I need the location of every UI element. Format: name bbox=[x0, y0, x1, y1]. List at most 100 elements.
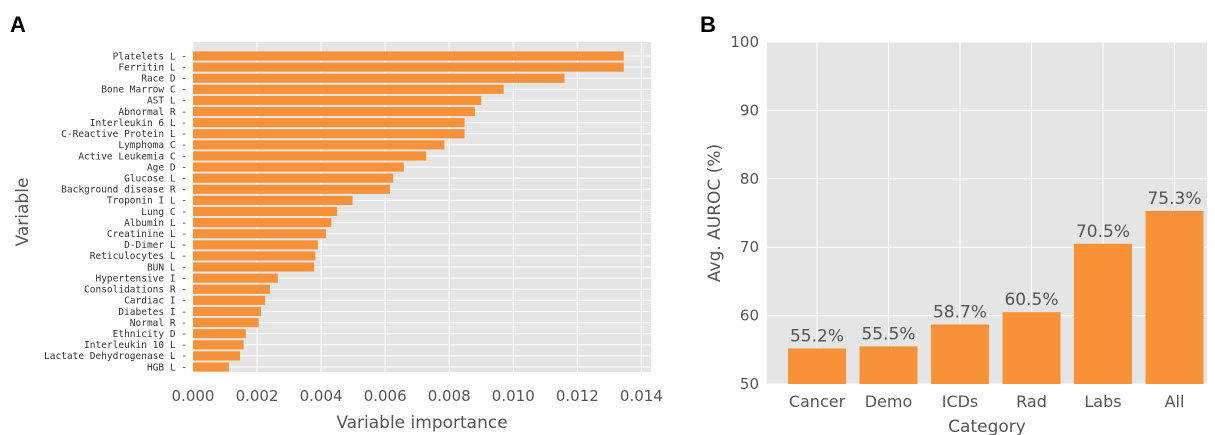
panel-a-bar bbox=[193, 162, 404, 172]
panel-a-category-label: Glucose L - bbox=[124, 173, 187, 184]
panel-a-category-label: Abnormal R - bbox=[118, 107, 187, 118]
panel-a-category-label: BUN L - bbox=[147, 262, 187, 273]
panel-a-x-tick-label: 0.002 bbox=[236, 387, 279, 405]
panel-b-data-label: 70.5% bbox=[1076, 222, 1130, 242]
panel-a-bar bbox=[193, 240, 318, 250]
panel-a-bar bbox=[193, 62, 624, 72]
panel-a-category-label: Albumin L - bbox=[124, 218, 187, 229]
panel-a-x-tick-labels: 0.000 0.002 0.004 0.006 0.008 0.010 0.012 0.014 bbox=[172, 387, 663, 405]
panel-a-category-label: Lymphoma C - bbox=[118, 140, 187, 151]
panel-a-category-label: Hypertensive I - bbox=[95, 273, 187, 284]
panel-a-bar bbox=[193, 329, 246, 339]
panel-b-bar bbox=[1074, 243, 1132, 384]
panel-a-category-labels: Platelets L -Ferritin L -Race D -Bone Ma… bbox=[44, 51, 187, 373]
panel-b-letter: B bbox=[700, 12, 716, 37]
panel-b-x-tick-label: All bbox=[1165, 392, 1185, 411]
panel-a-category-label: Interleukin 10 L - bbox=[84, 340, 187, 351]
panel-a-category-label: Age D - bbox=[147, 162, 187, 173]
panel-b-data-label: 55.2% bbox=[790, 326, 844, 346]
panel-b-data-labels: 55.2% 55.5% 58.7% 60.5% 70.5% 75.3% bbox=[790, 189, 1202, 346]
panel-b-x-tick-label: Rad bbox=[1016, 392, 1047, 411]
panel-a-bar bbox=[193, 206, 338, 217]
panel-a-category-label: Consolidations R - bbox=[84, 285, 187, 296]
panel-a-category-label: Lung C - bbox=[141, 207, 187, 218]
panel-b-x-tick-label: Labs bbox=[1084, 392, 1121, 411]
panel-b-x-axis-title: Category bbox=[948, 417, 1026, 435]
panel-b-bar bbox=[931, 324, 989, 384]
panel-a-category-label: Platelets L - bbox=[113, 51, 187, 62]
panel-a-bars bbox=[193, 51, 624, 372]
panel-a-category-label: Active Leukemia C - bbox=[78, 151, 187, 162]
panel-a-category-label: Ferritin L - bbox=[118, 62, 187, 73]
panel-b-y-axis-title: Avg. AUROC (%) bbox=[705, 144, 725, 282]
panel-a-bar bbox=[193, 184, 390, 194]
panel-b-x-tick-label: Demo bbox=[865, 392, 913, 411]
panel-a-category-label: Troponin I L - bbox=[107, 196, 187, 207]
panel-a-bar bbox=[193, 318, 259, 328]
panel-a-bar bbox=[193, 284, 270, 294]
panel-a-category-label: Bone Marrow C - bbox=[101, 85, 187, 96]
panel-a-bar bbox=[193, 118, 465, 128]
panel-a-bar bbox=[193, 73, 565, 83]
panel-a-bar bbox=[193, 340, 244, 350]
panel-b-y-tick-label: 50 bbox=[740, 375, 759, 393]
panel-a-category-label: C-Reactive Protein L - bbox=[61, 129, 187, 140]
panel-a-x-tick-label: 0.008 bbox=[428, 387, 471, 405]
panel-a-bar bbox=[193, 218, 332, 228]
panel-b-chart: 55.2% 55.5% 58.7% 60.5% 70.5% 75.3% 50 60 70 80 9… bbox=[705, 33, 1207, 435]
panel-b-x-tick-labels: Cancer Demo ICDs Rad Labs All bbox=[789, 392, 1185, 411]
panel-a-bar bbox=[193, 273, 278, 283]
panel-a-bar bbox=[193, 95, 482, 105]
panel-b-y-tick-label: 90 bbox=[740, 101, 759, 119]
panel-b-x-tick-label: Cancer bbox=[789, 392, 846, 411]
panel-a-x-axis-title: Variable importance bbox=[336, 413, 507, 433]
panel-a-x-tick-label: 0.012 bbox=[556, 387, 599, 405]
panel-a-x-tick-label: 0.004 bbox=[300, 387, 343, 405]
panel-b-y-tick-label: 70 bbox=[740, 238, 759, 256]
panel-b-bar bbox=[859, 346, 918, 384]
panel-a-category-label: Reticulocytes L - bbox=[90, 251, 187, 262]
panel-a-category-label: D-Dimer L - bbox=[124, 240, 187, 251]
panel-a-bar bbox=[193, 173, 394, 183]
panel-a-category-label: Background disease R - bbox=[61, 185, 187, 196]
panel-a-category-label: Lactate Dehydrogenase L - bbox=[44, 351, 187, 362]
panel-a-x-tick-label: 0.010 bbox=[492, 387, 535, 405]
panel-b-data-label: 58.7% bbox=[933, 302, 987, 322]
panel-a-bar bbox=[193, 306, 261, 317]
panel-b-bar bbox=[788, 348, 846, 384]
panel-a-category-label: Ethnicity D - bbox=[113, 329, 187, 340]
panel-a-y-axis-title: Variable bbox=[13, 178, 33, 247]
panel-a-bar bbox=[193, 251, 316, 261]
panel-b-x-tick-label: ICDs bbox=[942, 392, 979, 411]
panel-b-bar bbox=[1145, 210, 1204, 384]
panel-a-bar bbox=[193, 140, 445, 150]
panel-b-data-label: 55.5% bbox=[861, 324, 915, 344]
panel-b-bar bbox=[1002, 312, 1061, 384]
panel-a-bar bbox=[193, 295, 266, 305]
panel-a-bar bbox=[193, 229, 326, 239]
panel-a-chart: Platelets L -Ferritin L -Race D -Bone Ma… bbox=[13, 42, 663, 433]
panel-a-bar bbox=[193, 84, 504, 94]
panel-a-category-label: Race D - bbox=[141, 74, 187, 85]
panel-a-x-tick-label: 0.000 bbox=[172, 387, 215, 405]
panel-a-category-label: Cardiac I - bbox=[124, 296, 187, 307]
panel-a-category-label: Normal R - bbox=[130, 318, 187, 329]
panel-a-category-label: Diabetes I - bbox=[118, 307, 187, 318]
panel-a-letter: A bbox=[10, 12, 26, 37]
panel-a-bar bbox=[193, 362, 229, 372]
panel-b-data-label: 75.3% bbox=[1147, 189, 1201, 209]
panel-a-bar bbox=[193, 351, 241, 361]
panel-a-bar bbox=[193, 262, 315, 272]
panel-a-bar bbox=[193, 51, 624, 61]
panel-a-bar bbox=[193, 195, 353, 205]
panel-a-bar bbox=[193, 129, 465, 139]
panel-a-x-tick-label: 0.014 bbox=[620, 387, 663, 405]
panel-b-y-tick-labels: 50 60 70 80 90 100 bbox=[730, 33, 759, 393]
panel-a-category-label: HGB L - bbox=[147, 362, 187, 373]
panel-a-bar bbox=[193, 106, 475, 117]
panel-a-category-label: Creatinine L - bbox=[107, 229, 187, 240]
panel-a-category-label: Interleukin 6 L - bbox=[90, 118, 187, 129]
panel-b-data-label: 60.5% bbox=[1004, 290, 1058, 310]
panel-a-x-tick-label: 0.006 bbox=[364, 387, 407, 405]
